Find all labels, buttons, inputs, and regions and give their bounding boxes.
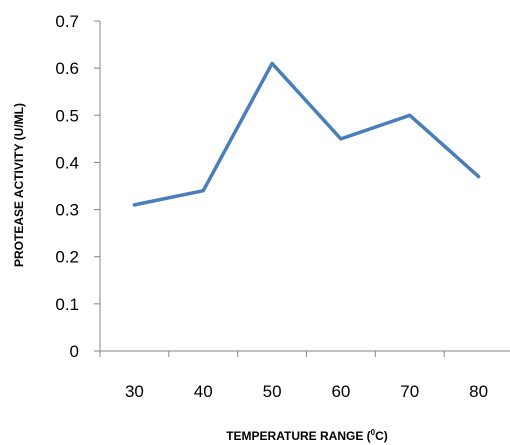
x-tick-label: 40 — [194, 382, 213, 401]
x-tick-label: 50 — [263, 382, 282, 401]
x-tick-group: 30 40 50 60 70 80 — [99, 351, 488, 401]
x-axis-title-end: C) — [375, 429, 388, 443]
x-tick-label: 60 — [331, 382, 350, 401]
x-tick-label: 80 — [469, 382, 488, 401]
y-tick-label: 0.4 — [55, 153, 79, 172]
x-tick-label: 30 — [125, 382, 144, 401]
x-tick-label: 70 — [400, 382, 419, 401]
x-axis-title-main: TEMPERATURE RANGE ( — [226, 429, 370, 443]
y-tick-label: 0.2 — [55, 248, 79, 267]
x-axis-title: TEMPERATURE RANGE (0C) — [226, 428, 388, 443]
y-tick-label: 0.6 — [55, 59, 79, 78]
series-line — [132, 61, 481, 207]
y-tick-label: 0.5 — [55, 106, 79, 125]
y-axis-title: PROTEASE ACTIVITY (U/ML) — [12, 103, 26, 267]
y-tick-group: 0 0.1 0.2 0.3 0.4 0.5 0.6 0.7 — [55, 12, 100, 361]
y-tick-label: 0.3 — [55, 201, 79, 220]
series-group — [132, 61, 481, 207]
x-axis-title-superscript: 0 — [371, 428, 376, 437]
y-tick-label: 0.7 — [55, 12, 79, 31]
y-tick-label: 0.1 — [55, 295, 79, 314]
y-tick-label: 0 — [70, 342, 79, 361]
